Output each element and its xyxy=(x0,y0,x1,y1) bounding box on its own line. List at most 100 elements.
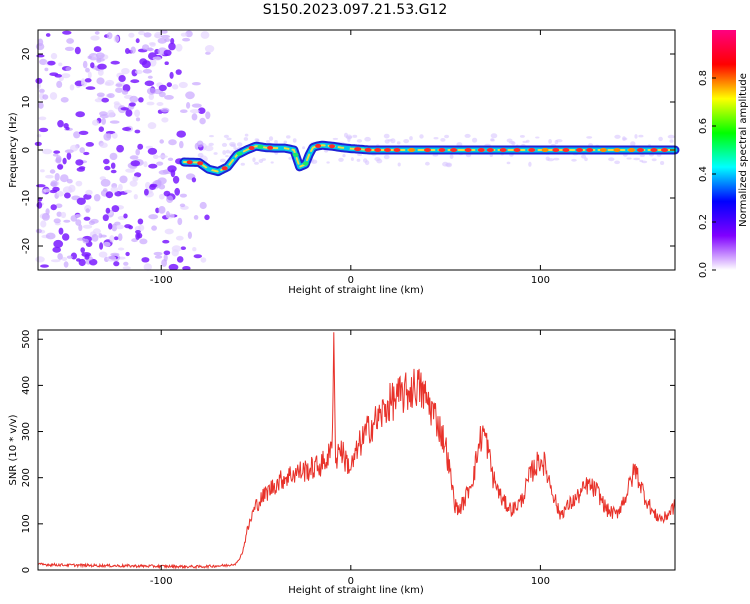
colorbar-tick-label: 0.0 xyxy=(698,262,709,278)
noise-blob xyxy=(160,34,171,39)
colorbar-label: Normalized spectral amplitude xyxy=(738,73,749,227)
noise-blob xyxy=(35,256,45,263)
signal-halo xyxy=(535,136,540,139)
signal-halo xyxy=(342,154,346,158)
noise-blob xyxy=(128,102,136,107)
x-tick-label: 100 xyxy=(531,576,550,587)
signal-halo xyxy=(226,137,232,141)
noise-blob xyxy=(53,218,61,224)
noise-blob xyxy=(172,84,179,90)
noise-blob xyxy=(179,140,184,149)
signal-peak xyxy=(364,147,372,152)
x-tick-label: 0 xyxy=(348,275,354,286)
signal-halo xyxy=(651,158,657,162)
noise-blob xyxy=(76,197,86,205)
noise-blob xyxy=(121,68,130,75)
noise-blob xyxy=(83,151,90,156)
noise-blob xyxy=(85,189,93,196)
noise-blob xyxy=(158,170,169,175)
noise-blob xyxy=(54,173,60,181)
noise-blob xyxy=(45,33,51,37)
noise-blob xyxy=(149,183,158,188)
snr-panel: -100 0 100 0 100 200 300 400 500 Height of stra… xyxy=(8,329,676,596)
noise-blob xyxy=(111,132,118,139)
noise-blob xyxy=(45,232,56,240)
x-tick-label: -100 xyxy=(150,576,173,587)
signal-peak xyxy=(541,148,549,152)
signal-peak xyxy=(197,161,204,166)
signal-halo xyxy=(545,156,550,161)
signal-halo xyxy=(286,135,291,139)
noise-blob xyxy=(157,177,167,185)
signal-halo xyxy=(356,139,363,143)
signal-peak xyxy=(486,148,494,152)
noise-blob xyxy=(180,109,188,113)
noise-blob xyxy=(62,30,72,35)
signal-peak xyxy=(464,148,472,152)
signal-halo xyxy=(449,154,454,160)
signal-halo xyxy=(396,141,401,145)
signal-peak xyxy=(499,148,507,152)
noise-blob xyxy=(84,253,90,260)
noise-blob xyxy=(123,261,129,266)
noise-blob xyxy=(85,142,95,147)
signal-halo xyxy=(526,139,530,143)
signal-halo xyxy=(553,157,560,161)
noise-blob xyxy=(78,166,86,170)
signal-peak xyxy=(424,148,431,152)
signal-halo xyxy=(208,142,214,146)
y-tick-label: 400 xyxy=(21,376,32,395)
noise-blob xyxy=(64,192,71,199)
noise-blob xyxy=(55,203,63,209)
signal-halo xyxy=(669,139,674,143)
noise-blob xyxy=(159,139,164,144)
y-tick-label: 300 xyxy=(21,422,32,441)
noise-blob xyxy=(167,157,174,161)
colorbar-tick-label: 0.4 xyxy=(698,166,709,182)
signal-halo xyxy=(425,161,430,166)
signal-halo xyxy=(197,152,204,158)
signal-halo xyxy=(198,141,202,145)
noise-blob xyxy=(85,208,90,213)
noise-blob xyxy=(118,183,123,191)
x-tick-label: 100 xyxy=(531,275,550,286)
signal-peak xyxy=(408,148,416,152)
noise-blob xyxy=(165,211,170,219)
noise-blob xyxy=(83,216,91,221)
noise-blob xyxy=(109,152,118,161)
noise-blob xyxy=(187,231,192,239)
noise-blob xyxy=(110,60,120,65)
signal-halo xyxy=(442,161,449,167)
noise-blob xyxy=(36,184,46,188)
signal-halo xyxy=(243,137,249,141)
signal-halo xyxy=(347,137,351,143)
signal-halo xyxy=(383,154,390,160)
noise-blob xyxy=(79,147,85,154)
signal-halo xyxy=(240,162,245,166)
noise-blob xyxy=(134,129,141,134)
noise-blob xyxy=(131,238,139,243)
noise-blob xyxy=(186,102,191,109)
noise-blob xyxy=(149,59,157,67)
noise-blob xyxy=(54,74,62,78)
noise-blob xyxy=(66,152,72,160)
noise-blob xyxy=(146,101,155,106)
noise-blob xyxy=(61,73,71,79)
noise-blob xyxy=(110,252,120,256)
signal-peak xyxy=(343,146,350,151)
noise-blob xyxy=(82,238,90,244)
noise-blob xyxy=(123,213,128,219)
noise-blob xyxy=(97,63,107,70)
noise-blob xyxy=(191,113,198,121)
signal-peak xyxy=(374,148,382,152)
signal-halo xyxy=(225,149,230,154)
noise-blob xyxy=(58,62,63,67)
signal-halo xyxy=(266,140,270,144)
noise-blob xyxy=(166,82,172,88)
signal-halo xyxy=(581,154,587,159)
noise-blob xyxy=(57,253,63,260)
signal-peak xyxy=(354,147,362,152)
noise-blob xyxy=(164,95,174,100)
noise-blob xyxy=(200,31,210,39)
noise-blob xyxy=(101,97,109,103)
